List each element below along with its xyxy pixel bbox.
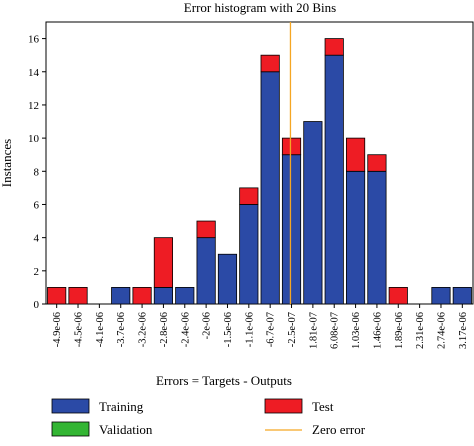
bar-test-5 — [132, 287, 152, 305]
y-tick-label: 0 — [34, 299, 40, 311]
y-tick-label: 6 — [34, 199, 40, 211]
bar-training-6 — [153, 287, 174, 305]
y-tick-label: 10 — [28, 133, 40, 145]
x-tick-label: 2.31e-06 — [415, 312, 426, 349]
x-tick-label: -6.7e-07 — [266, 312, 277, 347]
bar-training-13 — [303, 121, 323, 305]
bar-training-16 — [367, 170, 387, 305]
legend-label-validation: Validation — [99, 422, 153, 437]
bar-test-6 — [153, 237, 174, 288]
plot-area-frame — [45, 21, 474, 305]
x-tick-label: 3.17e-06 — [458, 312, 469, 349]
y-tick-label: 14 — [28, 67, 40, 79]
x-tick-label: -2.5e-07 — [287, 312, 298, 347]
chart-title: Error histogram with 20 Bins — [184, 0, 336, 15]
y-tick-label: 4 — [34, 233, 40, 245]
bar-training-9 — [217, 253, 238, 305]
bar-training-11 — [260, 71, 280, 305]
bar-training-14 — [324, 54, 344, 305]
bar-test-16 — [367, 154, 387, 172]
x-tick-label: -2.4e-06 — [180, 312, 191, 347]
bar-test-15 — [345, 137, 366, 172]
bar-test-8 — [196, 220, 216, 239]
legend-swatch-validation — [51, 421, 90, 437]
bar-test-10 — [239, 187, 259, 205]
x-tick-label: -4.1e-06 — [95, 312, 106, 347]
legend-label-training: Training — [99, 399, 144, 414]
legend-label-test: Test — [312, 399, 334, 414]
y-tick-label: 8 — [34, 166, 40, 178]
bars-layer — [47, 38, 472, 305]
legend-label-zero-error: Zero error — [312, 422, 366, 437]
bar-test-11 — [260, 54, 280, 73]
x-tick-label: -3.7e-06 — [116, 312, 127, 347]
y-axis-label: Instances — [0, 139, 14, 187]
x-tick-label: -4.5e-06 — [74, 312, 85, 347]
bar-test-14 — [324, 38, 344, 56]
bar-test-12 — [281, 137, 302, 156]
bar-training-8 — [196, 237, 216, 305]
x-axis-label: Errors = Targets - Outputs — [156, 373, 292, 388]
legend-swatch-training — [51, 398, 90, 414]
x-tick-label: 2.74e-06 — [436, 312, 447, 349]
x-tick-label: -2.8e-06 — [159, 312, 170, 347]
bar-training-19 — [431, 287, 451, 305]
legend: Training Test Validation Zero error — [51, 398, 366, 437]
y-tick-label: 12 — [28, 100, 39, 112]
x-tick-label: 1.81e-07 — [308, 312, 319, 349]
x-tick-label: -2e-06 — [202, 312, 213, 339]
bar-training-12 — [281, 154, 302, 305]
bar-test-17 — [388, 287, 408, 305]
x-tick-label: -4.9e-06 — [52, 312, 63, 347]
y-axis: 0 2 4 6 8 10 12 14 16 — [28, 34, 46, 311]
x-tick-label: -3.2e-06 — [138, 312, 149, 347]
x-axis: -4.9e-06 -4.5e-06 -4.1e-06 -3.7e-06 -3.2e-06… — [52, 304, 469, 349]
x-tick-label: 1.03e-06 — [351, 312, 362, 349]
bar-training-7 — [175, 287, 195, 305]
bar-training-15 — [345, 170, 366, 305]
y-tick-label: 16 — [28, 34, 40, 46]
y-tick-label: 2 — [34, 266, 40, 278]
bar-test-1 — [47, 287, 67, 305]
x-tick-label: -1.1e-06 — [244, 312, 255, 347]
x-tick-label: -1.5e-06 — [223, 312, 234, 347]
bar-test-2 — [68, 287, 88, 305]
legend-swatch-test — [264, 398, 303, 414]
bar-training-10 — [239, 204, 259, 305]
x-tick-label: 1.46e-06 — [372, 312, 383, 349]
x-tick-label: 1.89e-06 — [394, 312, 405, 349]
x-tick-label: 6.08e-07 — [330, 312, 341, 349]
bar-training-4 — [111, 287, 131, 305]
bar-training-20 — [452, 287, 472, 305]
